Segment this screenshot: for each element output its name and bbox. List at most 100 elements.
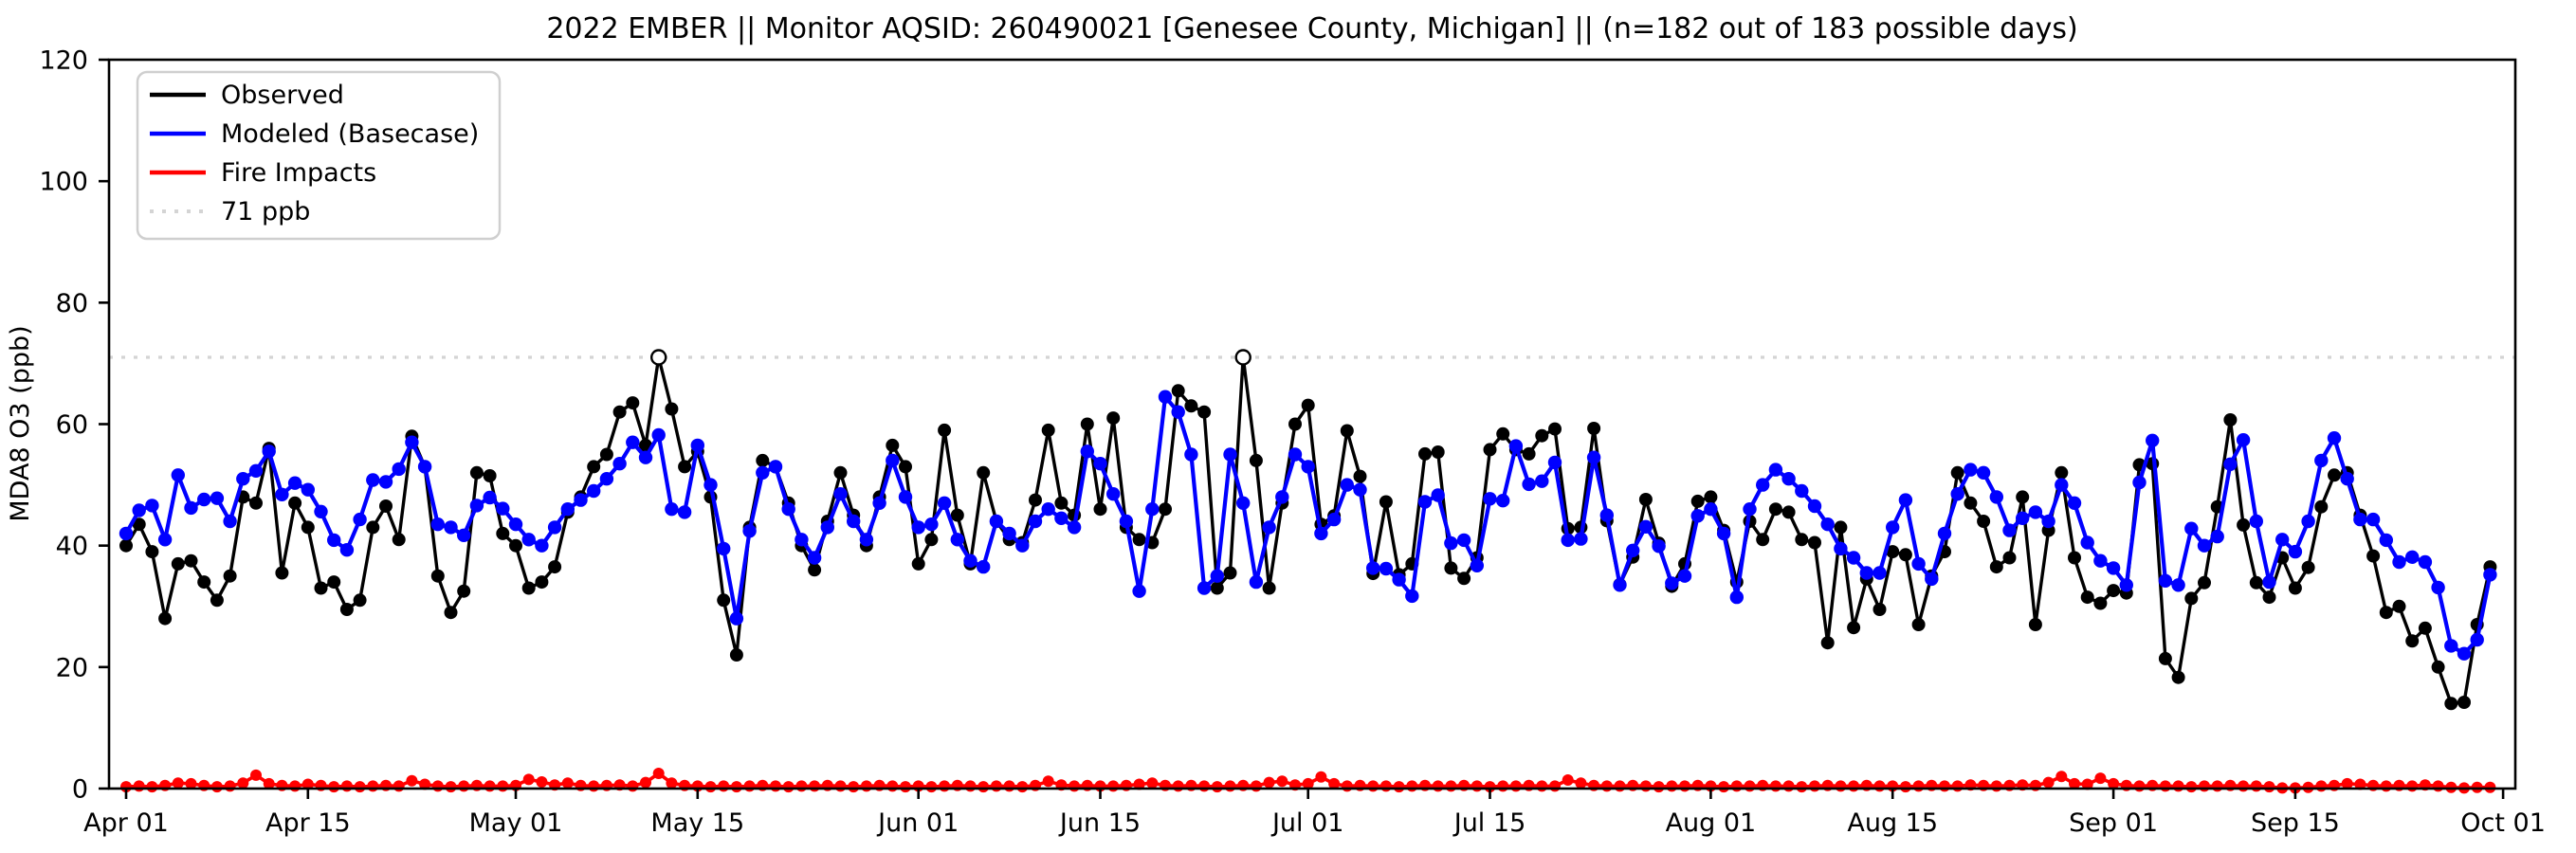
data-point: [1613, 578, 1627, 592]
data-point: [133, 780, 145, 792]
data-point: [1210, 581, 1224, 595]
data-point: [2028, 505, 2043, 519]
data-point: [2080, 590, 2094, 605]
exceedance-marker: [650, 349, 667, 366]
data-point: [1042, 775, 1054, 788]
data-point: [925, 781, 938, 793]
data-point: [497, 780, 509, 792]
data-point: [665, 402, 679, 416]
data-point: [1950, 487, 1964, 501]
data-point: [2379, 606, 2393, 620]
data-point: [522, 773, 535, 786]
data-point: [1586, 450, 1601, 464]
data-point: [2392, 554, 2406, 570]
data-point: [950, 508, 964, 522]
data-point: [820, 520, 834, 535]
y-tick-label: 20: [56, 653, 88, 682]
data-point: [2223, 413, 2238, 426]
data-point: [444, 520, 458, 535]
data-point: [561, 777, 574, 789]
data-point: [1106, 411, 1121, 426]
data-point: [2171, 670, 2185, 684]
data-point: [1198, 780, 1211, 792]
data-point: [1690, 494, 1705, 508]
data-point: [1002, 526, 1016, 541]
data-point: [457, 528, 471, 542]
data-point: [2263, 781, 2275, 793]
data-point: [756, 453, 770, 467]
data-point: [406, 774, 418, 787]
data-point: [1782, 780, 1795, 792]
x-tick-label: Jul 15: [1452, 808, 1526, 838]
data-point: [2171, 578, 2185, 592]
data-point: [2223, 457, 2238, 471]
data-point: [288, 496, 302, 510]
data-point: [1666, 780, 1678, 792]
data-point: [2250, 780, 2262, 792]
data-point: [2158, 573, 2173, 588]
data-point: [509, 538, 522, 553]
data-point: [704, 781, 717, 793]
data-point: [1028, 514, 1043, 529]
data-point: [158, 611, 173, 626]
data-point: [327, 575, 341, 590]
data-point: [2067, 496, 2082, 510]
x-tick-label: Jul 01: [1270, 808, 1344, 838]
data-point: [2431, 660, 2445, 674]
data-point: [2055, 465, 2069, 480]
data-point: [1911, 618, 1926, 631]
data-point: [430, 517, 445, 532]
data-point: [860, 780, 872, 792]
data-point: [1288, 417, 1302, 431]
data-point: [782, 781, 795, 793]
data-point: [2069, 777, 2080, 789]
data-point: [2262, 590, 2276, 605]
data-point: [1535, 474, 1549, 488]
data-point: [1093, 457, 1107, 471]
data-point: [2198, 575, 2211, 590]
data-point: [900, 781, 911, 793]
data-point: [718, 780, 730, 792]
data-point: [665, 502, 679, 517]
data-point: [1873, 780, 1886, 792]
data-point: [2041, 514, 2055, 529]
data-point: [119, 526, 134, 541]
x-tick-label: Apr 15: [265, 808, 351, 838]
data-point: [1341, 780, 1353, 792]
data-point: [886, 438, 900, 452]
data-point: [1314, 526, 1328, 541]
data-point: [899, 460, 912, 474]
data-point: [690, 438, 704, 453]
data-point: [2211, 780, 2223, 792]
data-point: [172, 777, 184, 789]
data-point: [1989, 490, 2003, 504]
data-point: [2210, 529, 2224, 544]
data-point: [1262, 581, 1276, 595]
data-point: [847, 514, 861, 529]
y-tick-label: 100: [39, 168, 88, 197]
data-point: [1069, 780, 1081, 792]
data-point: [950, 533, 964, 547]
data-point: [1133, 778, 1145, 790]
data-point: [2002, 523, 2017, 537]
data-point: [898, 490, 913, 504]
data-point: [1964, 496, 1978, 510]
data-point: [430, 569, 445, 583]
data-point: [301, 482, 315, 497]
data-point: [1106, 487, 1121, 501]
legend-box: [136, 70, 502, 241]
data-point: [2431, 580, 2445, 595]
data-point: [2107, 584, 2121, 598]
data-point: [859, 533, 874, 547]
data-point: [1340, 478, 1355, 492]
chart-title: 2022 EMBER || Monitor AQSID: 260490021 […: [546, 12, 2077, 45]
data-point: [210, 491, 225, 505]
data-point: [1223, 447, 1237, 462]
data-point: [1326, 512, 1342, 527]
data-point: [2002, 551, 2017, 565]
data-point: [1067, 520, 1082, 535]
data-point: [2249, 514, 2263, 529]
data-point: [379, 499, 393, 513]
data-point: [2055, 771, 2068, 783]
data-point: [250, 769, 262, 781]
